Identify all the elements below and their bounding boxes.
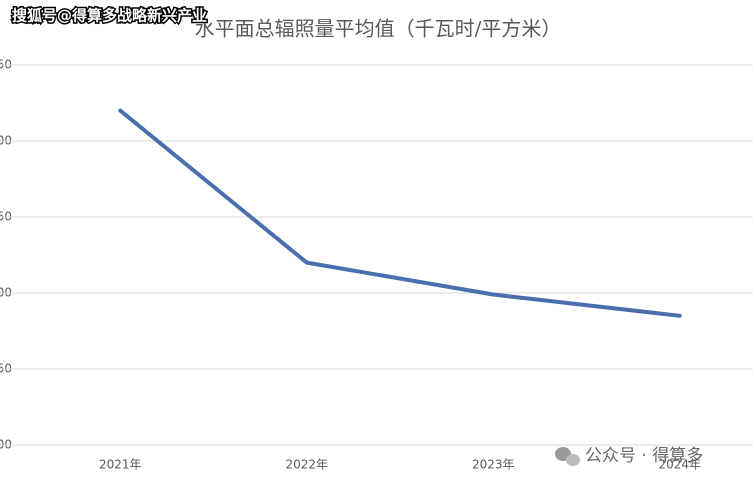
x-tick-label: 2021年 (99, 458, 142, 472)
chart-title: 水平面总辐照量平均值（千瓦时/平方米） (195, 17, 562, 41)
watermark: 公众号 · 得算多 (585, 446, 703, 466)
x-tick-label: 2022年 (285, 458, 328, 472)
line (118, 108, 682, 318)
x-tick-label: 2023年 (472, 458, 515, 472)
x-tick-label: 2024年 (658, 458, 701, 472)
wechat-icon (555, 447, 580, 466)
watermark: 搜狐号@得算多战略新兴产业 (12, 7, 207, 25)
